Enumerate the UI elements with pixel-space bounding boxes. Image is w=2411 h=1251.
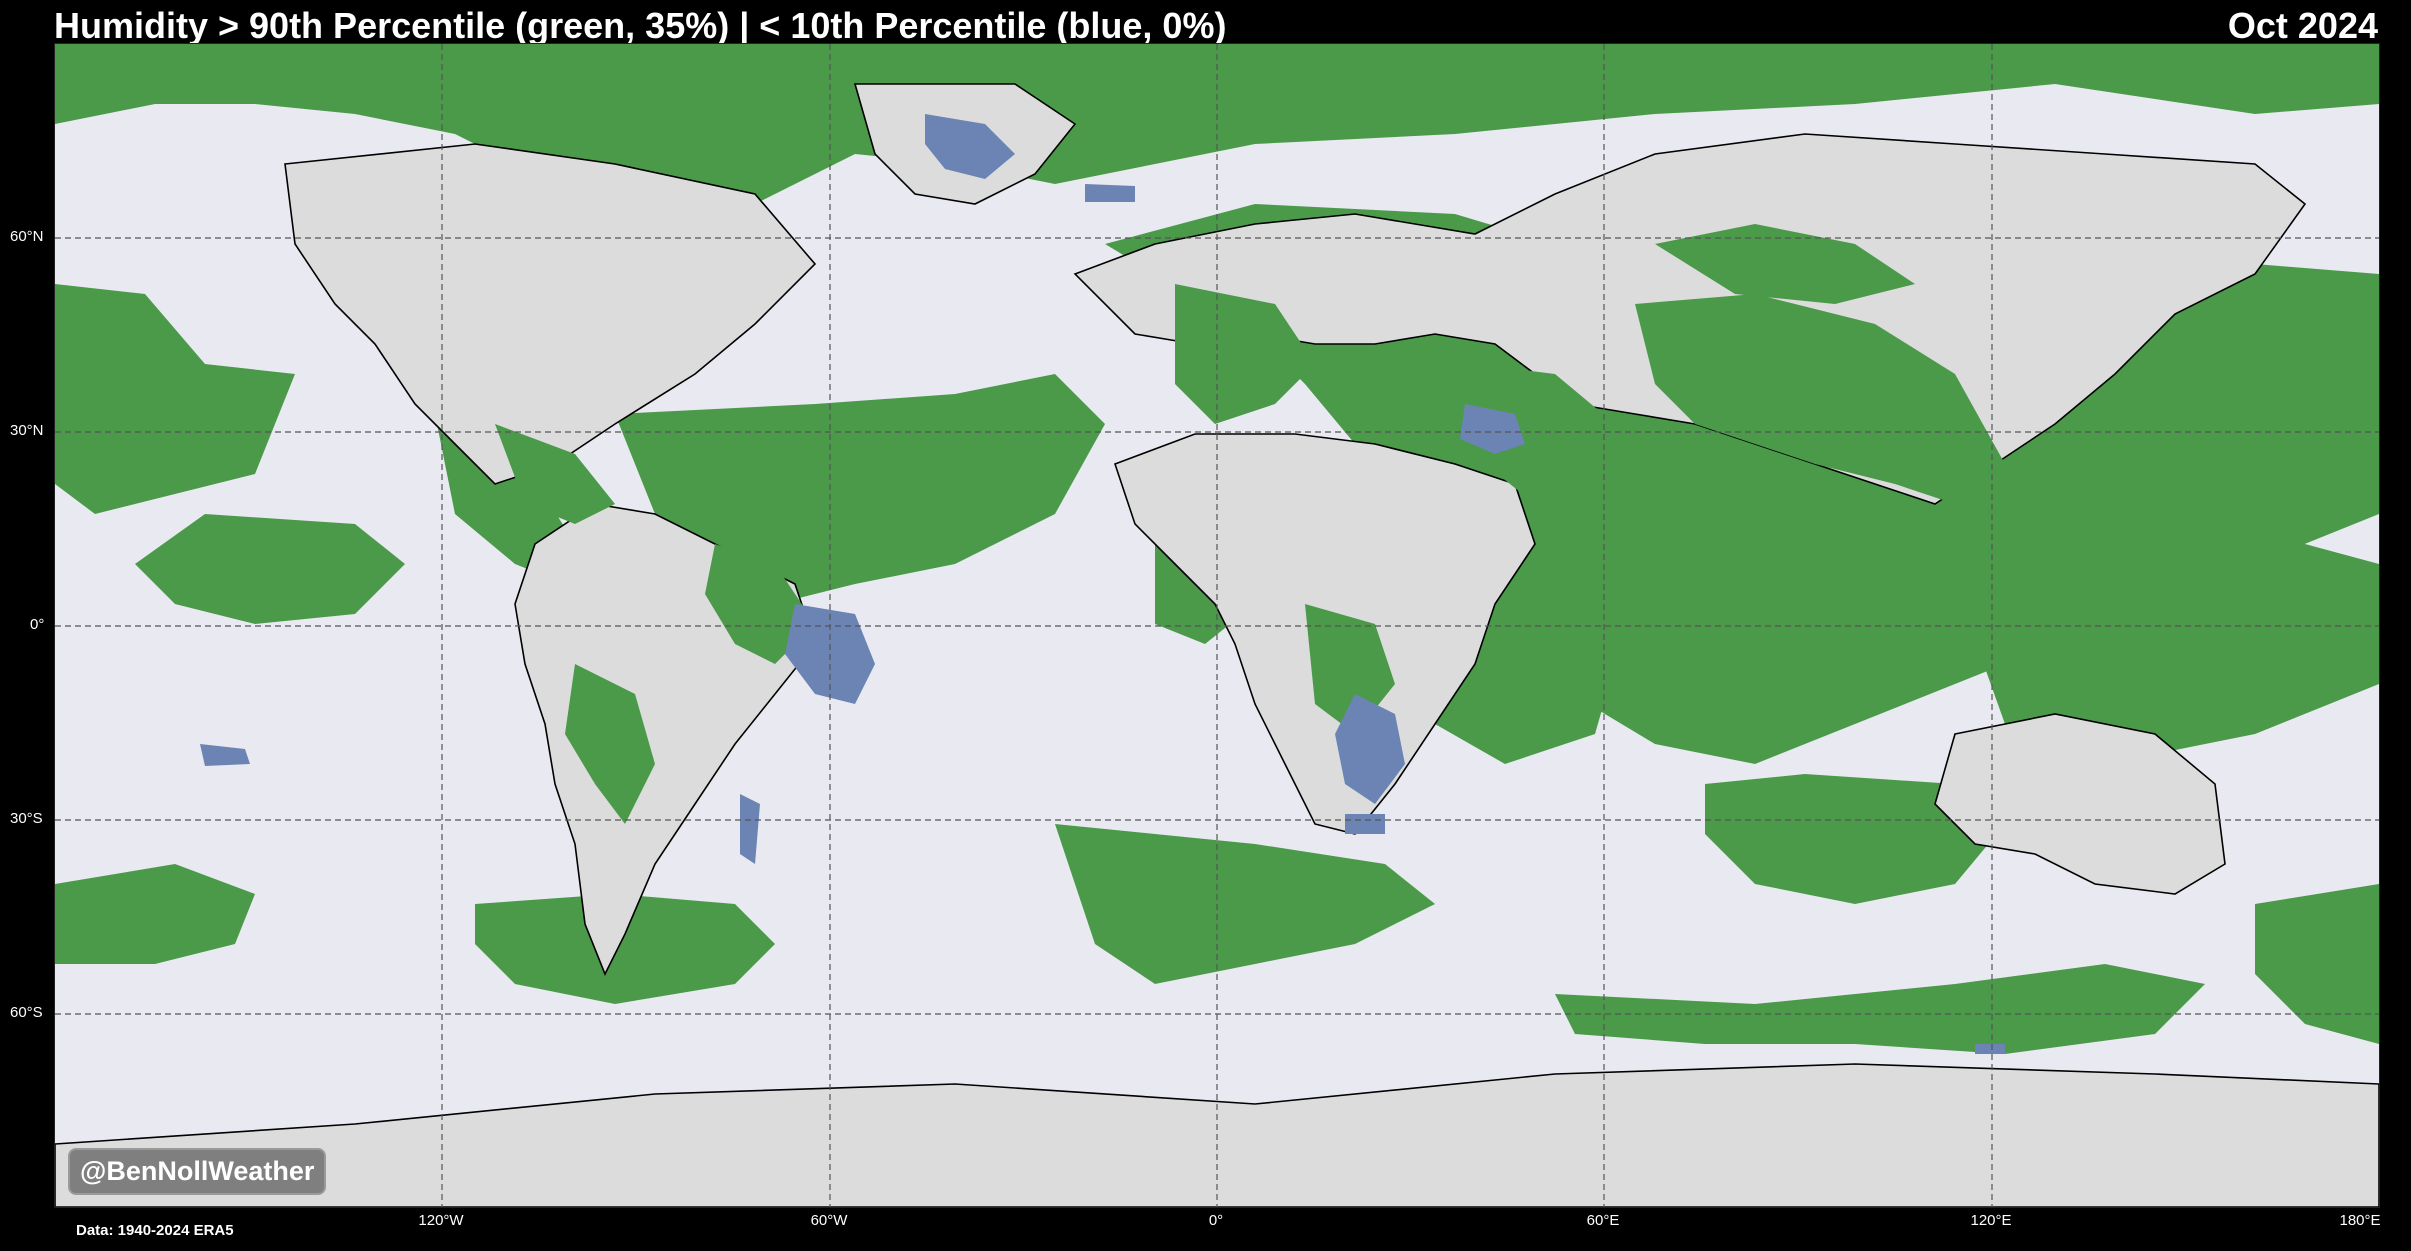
lon-label-120e: 120°E	[1970, 1212, 2012, 1229]
lat-label-60s: 60°S	[10, 1004, 43, 1021]
chart-title: Humidity > 90th Percentile (green, 35%) …	[54, 5, 1227, 46]
lat-label-60n: 60°N	[10, 228, 44, 245]
lat-label-0: 0°	[30, 616, 45, 633]
date-label: Oct 2024	[2227, 5, 2378, 46]
lon-label-60e: 60°E	[1586, 1212, 1620, 1229]
lat-label-30s: 30°S	[10, 810, 43, 827]
lon-label-120w: 120°W	[418, 1212, 464, 1229]
watermark-handle: @BenNollWeather	[68, 1148, 327, 1195]
world-map	[54, 43, 2380, 1208]
lat-label-30n: 30°N	[10, 422, 44, 439]
map-canvas	[55, 44, 2379, 1207]
lon-label-0: 0°	[1208, 1212, 1224, 1229]
lon-label-180e: 180°E	[2339, 1212, 2381, 1229]
data-source-note: Data: 1940-2024 ERA5	[76, 1222, 234, 1239]
lon-label-60w: 60°W	[810, 1212, 848, 1229]
gridlines	[55, 44, 2379, 1207]
above-90th-percentile-land	[495, 224, 2005, 824]
